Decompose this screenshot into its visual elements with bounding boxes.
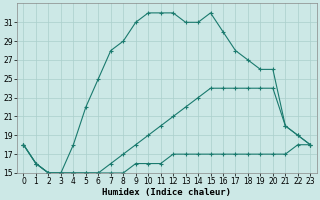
X-axis label: Humidex (Indice chaleur): Humidex (Indice chaleur) <box>102 188 231 197</box>
